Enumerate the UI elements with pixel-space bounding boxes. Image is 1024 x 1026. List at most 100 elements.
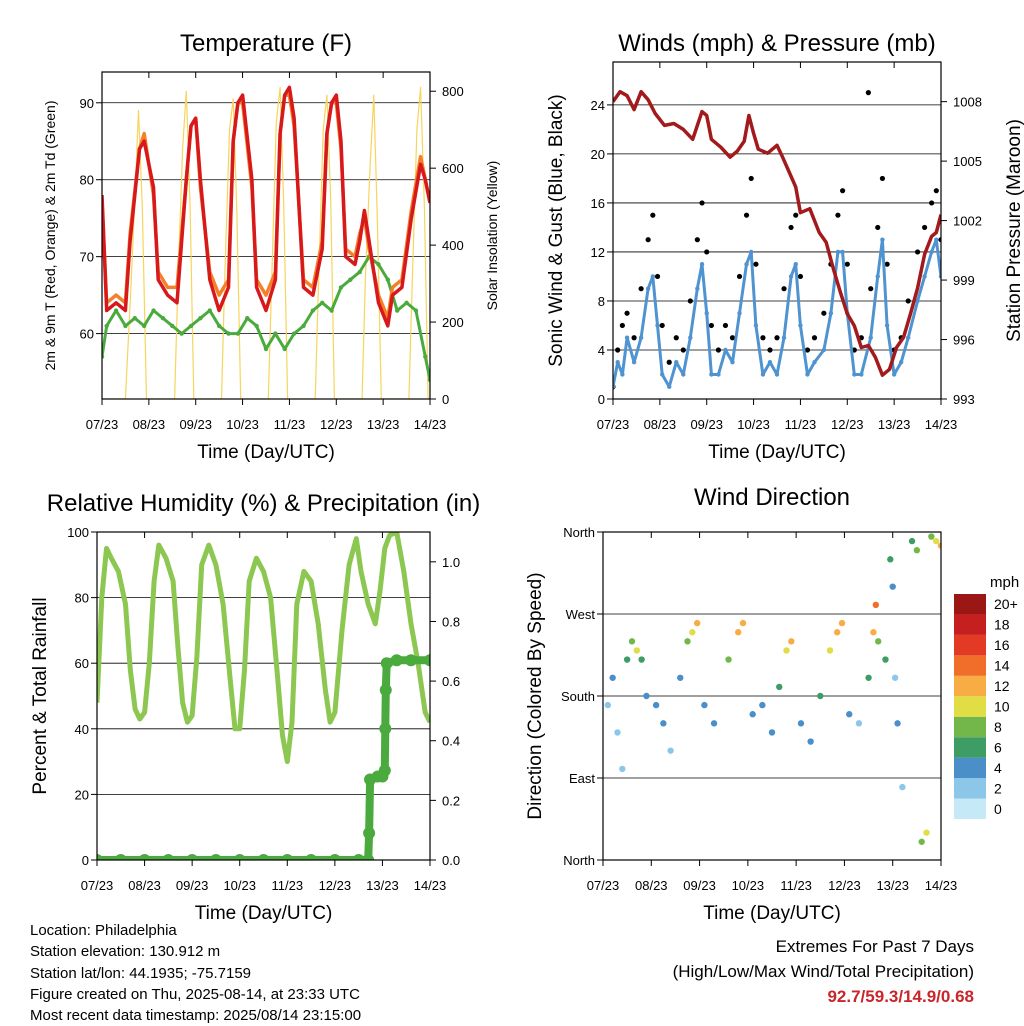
colorbar-label: 10 [994, 699, 1010, 715]
wind-point [660, 372, 665, 377]
wind-point [716, 372, 721, 377]
y2-tick-label: 1005 [953, 154, 982, 169]
colorbar-label: 20+ [994, 596, 1018, 612]
colorbar-label: 16 [994, 637, 1010, 653]
td-point [320, 300, 325, 306]
wind-point [788, 274, 794, 279]
td-point [310, 308, 316, 313]
td-point [179, 331, 184, 336]
series-9m-t [102, 93, 430, 320]
y-tick-label: 80 [75, 591, 89, 606]
panel-title: Relative Humidity (%) & Precipitation (i… [47, 490, 480, 517]
colorbar-swatch [954, 634, 986, 656]
x-tick-label: 14/23 [414, 878, 447, 893]
x-tick-label: 07/23 [587, 878, 620, 893]
y-axis-title: Percent & Total Rainfall [30, 597, 51, 794]
x-tick-label: 08/23 [644, 417, 677, 432]
direction-point [689, 629, 696, 636]
wind-point [880, 237, 885, 242]
direction-point [739, 619, 747, 627]
precip-point [97, 854, 103, 860]
y2-tick-label: 0.6 [442, 674, 460, 689]
x-tick-label: 14/23 [414, 417, 447, 432]
direction-point [623, 656, 631, 663]
wind-point [828, 311, 834, 316]
gust-point [687, 298, 693, 304]
gust-point [694, 237, 700, 243]
td-point [226, 331, 231, 336]
td-point [207, 308, 212, 313]
gust-point [914, 249, 921, 255]
y-tick-label: 60 [75, 656, 89, 671]
direction-point [638, 656, 645, 663]
wind-point [655, 323, 660, 328]
y-tick-label: 0 [82, 853, 89, 868]
td-point [395, 308, 400, 313]
y-tick-label: 90 [80, 96, 94, 111]
wind-point [835, 249, 841, 255]
direction-point [768, 729, 776, 736]
gust-point [804, 347, 811, 353]
direction-point [865, 674, 872, 681]
gust-point [708, 322, 715, 329]
station-latlon: Station lat/lon: 44.1935; -75.7159 [30, 964, 252, 982]
colorbar-label: 8 [994, 719, 1002, 735]
y-tick-label: 20 [591, 147, 605, 162]
td-point [235, 331, 241, 336]
y-tick-label: North [563, 525, 595, 540]
y2-tick-label: 1.0 [442, 555, 460, 570]
precip-point [378, 764, 391, 777]
precip-point [257, 854, 270, 860]
series-solar-insolation [102, 86, 429, 399]
colorbar-label: 2 [994, 780, 1002, 796]
wind-point [638, 335, 644, 340]
plot-frame [101, 71, 431, 400]
td-point [282, 346, 287, 352]
y-tick-label: 4 [598, 343, 605, 358]
y2-tick-label: 0.8 [442, 614, 460, 629]
colorbar-swatch [954, 614, 986, 635]
td-point [329, 308, 334, 313]
gust-point [788, 224, 794, 231]
x-axis-title: Time (Day/UTC) [195, 903, 333, 924]
y-axis-title: Sonic Wind & Gust (Blue, Black) [546, 94, 567, 366]
colorbar-label: 6 [994, 739, 1002, 755]
precip-point [363, 827, 376, 840]
direction-point [918, 838, 925, 845]
gust-point [868, 286, 874, 292]
extremes-subheading: (High/Low/Max Wind/Total Precipitation) [672, 962, 974, 981]
y2-tick-label: 0.2 [442, 793, 460, 808]
direction-point [913, 547, 921, 554]
y2-tick-label: 996 [953, 333, 975, 348]
td-point [104, 323, 109, 329]
gust-point [905, 298, 911, 304]
extremes-box: Extremes For Past 7 Days (High/Low/Max W… [673, 934, 974, 1009]
wind-point [615, 360, 620, 365]
td-point [132, 316, 137, 321]
x-tick-label: 12/23 [319, 878, 352, 893]
direction-point [604, 701, 612, 709]
wind-point [868, 335, 873, 340]
direction-point [872, 601, 880, 609]
colorbar-label: 12 [994, 678, 1010, 694]
colorbar-label: 4 [994, 760, 1002, 776]
wind-point [840, 249, 845, 255]
x-tick-label: 07/23 [86, 417, 119, 432]
direction-point [677, 674, 684, 681]
wind-point [688, 335, 693, 340]
y2-tick-label: 400 [442, 238, 464, 253]
td-point [348, 277, 353, 282]
wind-point [852, 372, 857, 377]
extremes-values: 92.7/59.3/14.9/0.68 [827, 987, 974, 1006]
y-tick-label: 80 [80, 173, 94, 188]
colorbar-swatch [954, 798, 986, 819]
x-tick-label: 10/23 [732, 878, 765, 893]
wind-point [753, 323, 759, 328]
gust-point [715, 347, 722, 353]
td-point [273, 331, 278, 336]
gust-point [793, 212, 799, 218]
direction-point [788, 638, 795, 645]
y-tick-label: East [569, 771, 595, 786]
gust-point [797, 273, 804, 280]
direction-point [882, 656, 889, 663]
